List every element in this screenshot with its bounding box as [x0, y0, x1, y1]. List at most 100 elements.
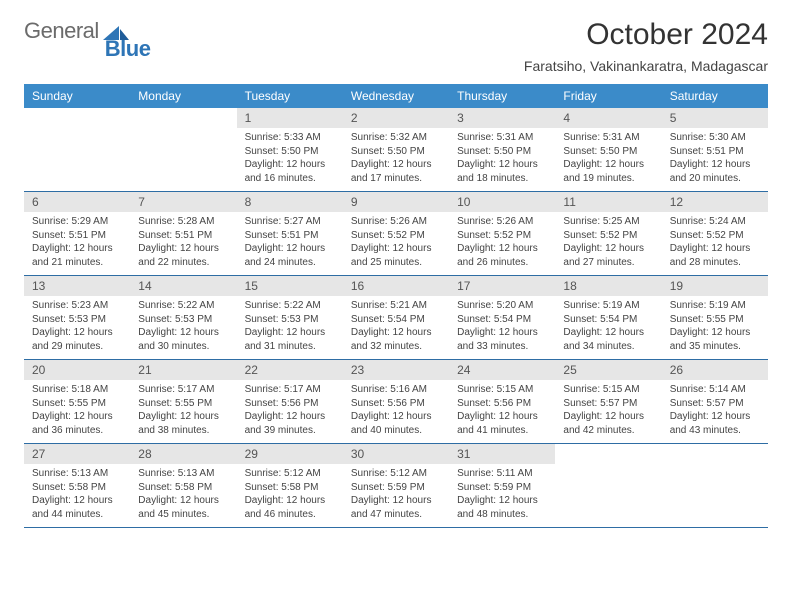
day-day2: and 38 minutes. — [138, 424, 228, 438]
day-body: Sunrise: 5:11 AMSunset: 5:59 PMDaylight:… — [449, 464, 555, 527]
day-day1: Daylight: 12 hours — [245, 242, 335, 256]
day-cell: 31Sunrise: 5:11 AMSunset: 5:59 PMDayligh… — [449, 444, 555, 528]
calendar-table: SundayMondayTuesdayWednesdayThursdayFrid… — [24, 84, 768, 528]
day-cell: 17Sunrise: 5:20 AMSunset: 5:54 PMDayligh… — [449, 276, 555, 360]
day-number: 17 — [449, 276, 555, 296]
day-body: Sunrise: 5:21 AMSunset: 5:54 PMDaylight:… — [343, 296, 449, 359]
day-day2: and 36 minutes. — [32, 424, 122, 438]
day-number: 2 — [343, 108, 449, 128]
day-cell: 2Sunrise: 5:32 AMSunset: 5:50 PMDaylight… — [343, 108, 449, 192]
day-day1: Daylight: 12 hours — [32, 410, 122, 424]
day-day1: Daylight: 12 hours — [457, 410, 547, 424]
day-day2: and 44 minutes. — [32, 508, 122, 522]
day-day2: and 16 minutes. — [245, 172, 335, 186]
day-cell: 9Sunrise: 5:26 AMSunset: 5:52 PMDaylight… — [343, 192, 449, 276]
day-sunrise: Sunrise: 5:12 AM — [351, 467, 441, 481]
day-sunset: Sunset: 5:50 PM — [563, 145, 653, 159]
dow-header: Sunday — [24, 84, 130, 108]
day-sunrise: Sunrise: 5:17 AM — [245, 383, 335, 397]
day-day2: and 26 minutes. — [457, 256, 547, 270]
day-day2: and 28 minutes. — [670, 256, 760, 270]
day-day2: and 30 minutes. — [138, 340, 228, 354]
title-block: October 2024 Faratsiho, Vakinankaratra, … — [524, 18, 768, 74]
day-body: Sunrise: 5:17 AMSunset: 5:55 PMDaylight:… — [130, 380, 236, 443]
dow-header: Wednesday — [343, 84, 449, 108]
day-cell: 4Sunrise: 5:31 AMSunset: 5:50 PMDaylight… — [555, 108, 661, 192]
day-day2: and 32 minutes. — [351, 340, 441, 354]
day-day1: Daylight: 12 hours — [563, 326, 653, 340]
day-sunset: Sunset: 5:56 PM — [245, 397, 335, 411]
day-cell: 19Sunrise: 5:19 AMSunset: 5:55 PMDayligh… — [662, 276, 768, 360]
day-sunset: Sunset: 5:58 PM — [138, 481, 228, 495]
day-day2: and 42 minutes. — [563, 424, 653, 438]
day-day2: and 33 minutes. — [457, 340, 547, 354]
day-sunset: Sunset: 5:56 PM — [457, 397, 547, 411]
day-cell — [24, 108, 130, 192]
day-cell: 23Sunrise: 5:16 AMSunset: 5:56 PMDayligh… — [343, 360, 449, 444]
day-cell: 24Sunrise: 5:15 AMSunset: 5:56 PMDayligh… — [449, 360, 555, 444]
day-day1: Daylight: 12 hours — [351, 242, 441, 256]
day-day1: Daylight: 12 hours — [351, 494, 441, 508]
day-number: 21 — [130, 360, 236, 380]
day-day2: and 22 minutes. — [138, 256, 228, 270]
day-sunrise: Sunrise: 5:23 AM — [32, 299, 122, 313]
day-sunrise: Sunrise: 5:13 AM — [32, 467, 122, 481]
day-body — [24, 128, 130, 186]
day-body: Sunrise: 5:14 AMSunset: 5:57 PMDaylight:… — [662, 380, 768, 443]
day-number: 18 — [555, 276, 661, 296]
day-sunrise: Sunrise: 5:31 AM — [563, 131, 653, 145]
day-body: Sunrise: 5:19 AMSunset: 5:55 PMDaylight:… — [662, 296, 768, 359]
day-body: Sunrise: 5:18 AMSunset: 5:55 PMDaylight:… — [24, 380, 130, 443]
day-sunrise: Sunrise: 5:20 AM — [457, 299, 547, 313]
day-day2: and 41 minutes. — [457, 424, 547, 438]
day-day1: Daylight: 12 hours — [32, 326, 122, 340]
day-sunset: Sunset: 5:53 PM — [138, 313, 228, 327]
day-number — [662, 444, 768, 464]
day-cell — [662, 444, 768, 528]
day-sunrise: Sunrise: 5:24 AM — [670, 215, 760, 229]
day-sunset: Sunset: 5:55 PM — [32, 397, 122, 411]
day-sunset: Sunset: 5:59 PM — [351, 481, 441, 495]
day-sunrise: Sunrise: 5:22 AM — [138, 299, 228, 313]
day-sunset: Sunset: 5:50 PM — [351, 145, 441, 159]
day-sunrise: Sunrise: 5:26 AM — [457, 215, 547, 229]
day-number: 31 — [449, 444, 555, 464]
day-body: Sunrise: 5:17 AMSunset: 5:56 PMDaylight:… — [237, 380, 343, 443]
day-sunrise: Sunrise: 5:15 AM — [563, 383, 653, 397]
day-sunset: Sunset: 5:57 PM — [563, 397, 653, 411]
day-sunrise: Sunrise: 5:28 AM — [138, 215, 228, 229]
day-number: 9 — [343, 192, 449, 212]
day-day2: and 21 minutes. — [32, 256, 122, 270]
day-day2: and 31 minutes. — [245, 340, 335, 354]
day-body: Sunrise: 5:30 AMSunset: 5:51 PMDaylight:… — [662, 128, 768, 191]
dow-header: Friday — [555, 84, 661, 108]
logo: General Blue — [24, 18, 150, 44]
day-day2: and 17 minutes. — [351, 172, 441, 186]
day-body — [555, 464, 661, 522]
day-day1: Daylight: 12 hours — [138, 410, 228, 424]
day-cell: 7Sunrise: 5:28 AMSunset: 5:51 PMDaylight… — [130, 192, 236, 276]
day-sunset: Sunset: 5:53 PM — [245, 313, 335, 327]
day-sunset: Sunset: 5:52 PM — [351, 229, 441, 243]
day-cell: 25Sunrise: 5:15 AMSunset: 5:57 PMDayligh… — [555, 360, 661, 444]
day-body: Sunrise: 5:28 AMSunset: 5:51 PMDaylight:… — [130, 212, 236, 275]
location-label: Faratsiho, Vakinankaratra, Madagascar — [524, 58, 768, 74]
day-cell: 13Sunrise: 5:23 AMSunset: 5:53 PMDayligh… — [24, 276, 130, 360]
day-day1: Daylight: 12 hours — [670, 158, 760, 172]
day-cell: 11Sunrise: 5:25 AMSunset: 5:52 PMDayligh… — [555, 192, 661, 276]
day-day1: Daylight: 12 hours — [138, 494, 228, 508]
day-number: 4 — [555, 108, 661, 128]
day-sunrise: Sunrise: 5:31 AM — [457, 131, 547, 145]
day-sunrise: Sunrise: 5:25 AM — [563, 215, 653, 229]
day-cell: 28Sunrise: 5:13 AMSunset: 5:58 PMDayligh… — [130, 444, 236, 528]
day-day1: Daylight: 12 hours — [245, 326, 335, 340]
day-body: Sunrise: 5:20 AMSunset: 5:54 PMDaylight:… — [449, 296, 555, 359]
day-sunset: Sunset: 5:51 PM — [245, 229, 335, 243]
day-sunrise: Sunrise: 5:11 AM — [457, 467, 547, 481]
day-body: Sunrise: 5:31 AMSunset: 5:50 PMDaylight:… — [555, 128, 661, 191]
day-body: Sunrise: 5:13 AMSunset: 5:58 PMDaylight:… — [130, 464, 236, 527]
day-number: 13 — [24, 276, 130, 296]
day-number: 28 — [130, 444, 236, 464]
day-day1: Daylight: 12 hours — [563, 158, 653, 172]
dow-row: SundayMondayTuesdayWednesdayThursdayFrid… — [24, 84, 768, 108]
